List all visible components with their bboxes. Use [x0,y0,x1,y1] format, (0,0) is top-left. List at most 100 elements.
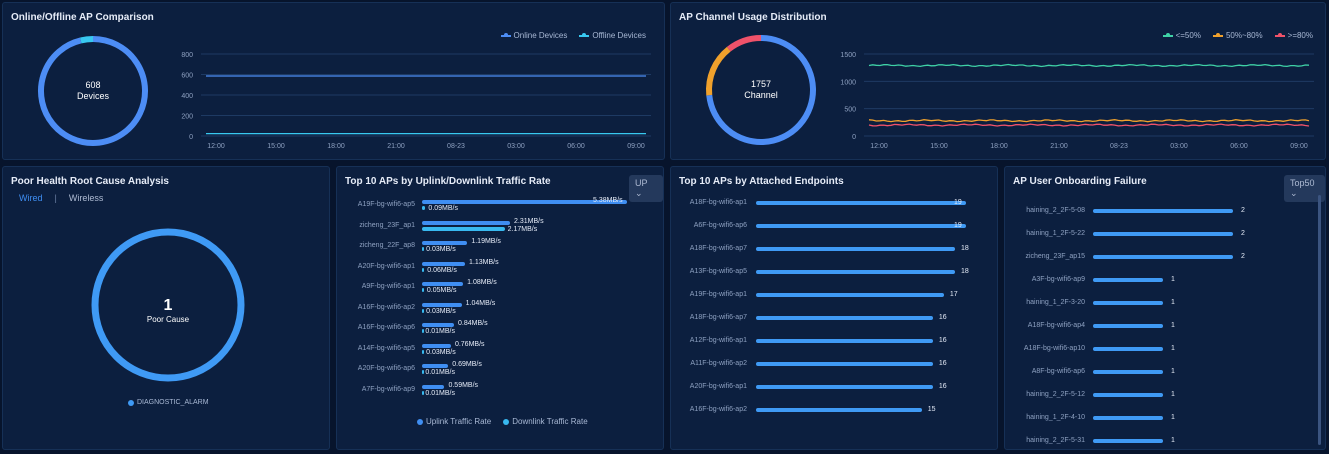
downlink-bar[interactable] [422,329,424,333]
uplink-value: 0.69MB/s [452,361,482,368]
series-line-0[interactable] [869,65,1309,67]
donut-segment-offlinedevices[interactable] [81,39,93,40]
legend-mid-marker [1213,35,1223,37]
endpoint-bar[interactable] [756,339,933,343]
endpoint-bar[interactable] [756,201,966,205]
uplink-bar[interactable] [422,241,467,245]
legend-low[interactable]: <=50% [1163,31,1201,40]
endpoint-bar[interactable] [756,270,955,274]
downlink-bar[interactable] [422,227,505,231]
onboarding-value: 1 [1171,345,1175,352]
poor-health-panel: Poor Health Root Cause Analysis Wired | … [2,166,330,450]
downlink-bar[interactable] [422,288,424,292]
online-offline-title: Online/Offline AP Comparison [11,12,154,23]
downlink-bar[interactable] [422,309,424,313]
poor-health-title: Poor Health Root Cause Analysis [11,176,169,187]
legend-online[interactable]: Online Devices [501,31,568,40]
legend-downlink-label: Downlink Traffic Rate [512,417,587,426]
x-tick-label: 15:00 [267,143,285,150]
downlink-bar[interactable] [422,268,424,272]
poor-health-tabs: Wired | Wireless [19,193,103,203]
legend-mid-label: 50%~80% [1226,31,1263,40]
onboarding-bar[interactable] [1093,347,1163,351]
poor-health-legend[interactable]: DIAGNOSTIC_ALARM [128,399,209,406]
endpoint-bar[interactable] [756,408,922,412]
endpoint-bar[interactable] [756,224,966,228]
onboarding-bar[interactable] [1093,232,1233,236]
y-tick-label: 600 [181,73,193,80]
downlink-bar[interactable] [422,350,424,354]
onboarding-scrollbar[interactable] [1318,195,1321,445]
onboarding-value: 1 [1171,437,1175,444]
endpoints-title: Top 10 APs by Attached Endpoints [679,176,844,187]
endpoint-row-label: A19F-bg-wifi6-ap1 [671,291,747,298]
legend-uplink[interactable]: Uplink Traffic Rate [417,417,491,426]
legend-low-marker [1163,35,1173,37]
downlink-bar[interactable] [422,370,424,374]
donut-segment-5080[interactable] [709,49,729,95]
uplink-value: 1.19MB/s [471,238,501,245]
legend-offline[interactable]: Offline Devices [579,31,646,40]
onboarding-value: 2 [1241,207,1245,214]
uplink-bar[interactable] [422,221,510,225]
uplink-bar[interactable] [422,262,465,266]
onboarding-bar[interactable] [1093,439,1163,443]
online-offline-donut[interactable]: 608 Devices [33,31,153,151]
onboarding-bar[interactable] [1093,416,1163,420]
onboarding-bar[interactable] [1093,324,1163,328]
series-line-1[interactable] [869,120,1309,122]
endpoint-bar[interactable] [756,316,933,320]
endpoint-bar[interactable] [756,247,955,251]
endpoint-value: 18 [961,268,969,275]
y-tick-label: 200 [181,114,193,121]
onboarding-panel: AP User Onboarding Failure Top50 ⌄ haini… [1004,166,1326,450]
poor-health-donut-value: 1 [164,297,173,314]
endpoint-bar[interactable] [756,293,944,297]
series-line-2[interactable] [869,124,1309,126]
onboarding-bar[interactable] [1093,301,1163,305]
legend-high[interactable]: >=80% [1275,31,1313,40]
donut-segment-80[interactable] [729,38,761,49]
x-tick-label: 08-23 [447,143,465,150]
online-offline-donut-value: 608 [85,80,100,90]
x-tick-label: 21:00 [1050,143,1068,150]
legend-uplink-label: Uplink Traffic Rate [426,417,491,426]
uplink-bar[interactable] [422,385,444,389]
onboarding-bar[interactable] [1093,278,1163,282]
onboarding-value: 1 [1171,322,1175,329]
onboarding-bar[interactable] [1093,370,1163,374]
downlink-bar[interactable] [422,206,425,210]
uplink-bar[interactable] [422,323,454,327]
y-tick-label: 500 [844,107,856,114]
onboarding-value: 1 [1171,276,1175,283]
uplink-bar[interactable] [422,282,463,286]
uplink-bar[interactable] [422,364,448,368]
uplink-bar[interactable] [422,303,462,307]
x-tick-label: 21:00 [387,143,405,150]
traffic-direction-dropdown[interactable]: UP ⌄ [629,175,663,202]
downlink-bar[interactable] [422,247,424,251]
endpoint-bar[interactable] [756,385,933,389]
onboarding-value: 2 [1241,253,1245,260]
endpoint-row-label: A12F-bg-wifi6-ap1 [671,337,747,344]
downlink-value: 0.01MB/s [425,369,455,376]
traffic-row-label: A19F-bg-wifi6-ap5 [337,201,415,208]
downlink-bar[interactable] [422,391,424,395]
legend-downlink[interactable]: Downlink Traffic Rate [503,417,587,426]
endpoint-bar[interactable] [756,362,933,366]
onboarding-bar[interactable] [1093,255,1233,259]
legend-mid[interactable]: 50%~80% [1213,31,1263,40]
endpoint-value: 16 [939,337,947,344]
onboarding-value: 1 [1171,368,1175,375]
poor-health-donut[interactable]: 1 Poor Cause [88,225,248,385]
onboarding-row-label: zicheng_23F_ap15 [1005,253,1085,260]
onboarding-bar[interactable] [1093,393,1163,397]
onboarding-bar[interactable] [1093,209,1233,213]
tab-wired[interactable]: Wired [19,193,43,203]
tab-wireless[interactable]: Wireless [69,193,104,203]
uplink-bar[interactable] [422,344,451,348]
endpoint-row-label: A6F-bg-wifi6-ap6 [671,222,747,229]
legend-offline-label: Offline Devices [592,31,646,40]
channel-usage-donut[interactable]: 1757 Channel [701,30,821,150]
endpoint-value: 16 [939,383,947,390]
